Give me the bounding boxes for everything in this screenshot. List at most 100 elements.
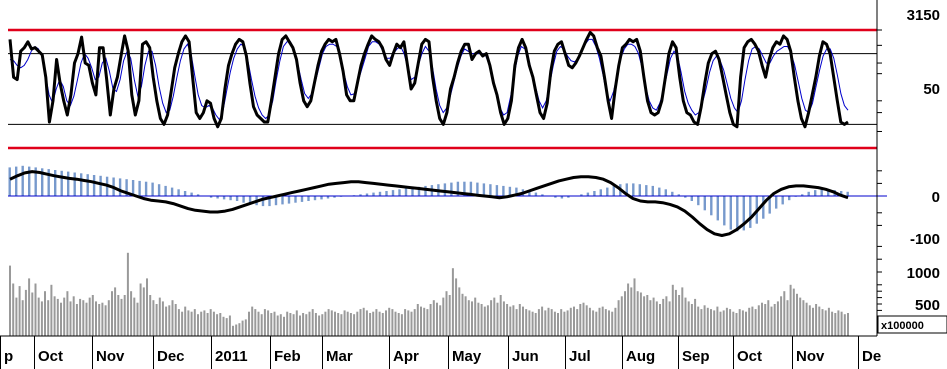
macd-histogram-bar	[294, 196, 297, 203]
macd-histogram-bar	[567, 196, 570, 198]
volume-bar	[404, 309, 407, 336]
macd-histogram-bar	[125, 179, 128, 196]
volume-bar	[273, 311, 276, 336]
macd-histogram-bar	[372, 192, 375, 196]
volume-bar	[671, 284, 674, 336]
volume-bar	[47, 300, 50, 336]
macd-histogram-bar	[554, 196, 557, 198]
volume-bar	[480, 304, 483, 336]
volume-bar	[515, 309, 518, 336]
volume-bar	[216, 314, 219, 336]
volume-bar	[321, 314, 324, 336]
stochastic-y-ticks: 3150 50	[877, 7, 940, 132]
volume-bar	[98, 304, 101, 336]
macd-histogram-bar	[697, 196, 700, 206]
volume-bar	[824, 310, 827, 336]
volume-bar	[190, 311, 193, 336]
volume-bar	[840, 311, 843, 336]
volume-bar	[267, 310, 270, 336]
volume-multiplier-label: x100000	[881, 320, 924, 332]
volume-bar	[146, 278, 148, 336]
volume-bar	[745, 311, 747, 336]
volume-bar	[232, 325, 234, 336]
stochastic-tick-label-0: 3150	[907, 7, 940, 24]
macd-histogram-bar	[450, 182, 453, 196]
macd-histogram-bar	[92, 175, 96, 196]
volume-bar	[305, 314, 308, 336]
macd-histogram-bar	[515, 187, 518, 196]
macd-histogram-bar	[216, 196, 219, 199]
x-axis-label-11: Aug	[626, 348, 655, 365]
volume-bar	[843, 314, 846, 336]
macd-histogram-bar	[118, 178, 122, 196]
macd-histogram-bar	[131, 180, 135, 196]
macd-histogram-bar	[807, 191, 810, 196]
volume-bar	[694, 298, 697, 336]
volume-bar	[560, 309, 563, 336]
volume-bar	[24, 289, 27, 336]
volume-bar	[582, 302, 585, 336]
volume-bar	[375, 309, 378, 336]
volume-bar	[834, 313, 837, 336]
macd-histogram-bar	[495, 185, 499, 196]
volume-bar	[12, 283, 15, 336]
macd-histogram-bar	[54, 170, 57, 196]
macd-y-ticks: 0 -100	[877, 170, 940, 248]
volume-bar	[295, 310, 298, 336]
macd-histogram-bar	[268, 196, 271, 207]
volume-bar	[123, 295, 126, 336]
macd-histogram-bar	[606, 187, 609, 196]
volume-bar	[757, 305, 760, 336]
volume-bar	[56, 298, 59, 336]
volume-bar	[537, 309, 540, 336]
volume-bar	[254, 309, 257, 336]
macd-histogram-bar	[729, 196, 732, 230]
macd-histogram-bar	[15, 166, 18, 196]
macd-histogram-bar	[749, 196, 752, 228]
volume-bar	[114, 287, 117, 336]
macd-histogram-bar	[651, 185, 654, 196]
volume-bar	[235, 324, 238, 336]
volume-bar	[748, 307, 751, 336]
volume-bar	[827, 307, 830, 336]
macd-histogram-bar	[638, 184, 641, 196]
volume-bar	[684, 297, 687, 336]
volume-bar	[687, 301, 690, 336]
volume-bar	[343, 310, 346, 336]
volume-bar	[588, 307, 591, 336]
volume-bar	[550, 309, 553, 336]
macd-histogram-bar	[157, 184, 161, 196]
volume-bar	[611, 311, 614, 336]
macd-histogram-bar	[463, 181, 466, 196]
volume-bar	[471, 301, 473, 336]
macd-histogram-bar	[723, 196, 726, 226]
volume-bar	[28, 278, 31, 336]
volume-bar	[133, 297, 136, 336]
volume-bars	[9, 252, 849, 336]
volume-bar	[270, 313, 273, 336]
volume-bar	[799, 297, 802, 336]
volume-bar	[95, 301, 97, 336]
volume-bar	[678, 295, 681, 336]
macd-histogram-bar	[398, 189, 401, 196]
volume-bar	[327, 309, 330, 336]
macd-histogram-bar	[801, 194, 804, 196]
volume-bar	[710, 309, 712, 336]
volume-bar	[372, 311, 375, 336]
volume-bar	[754, 309, 757, 336]
volume-bar	[75, 304, 78, 336]
volume-bar	[805, 302, 808, 336]
macd-histogram-bar	[599, 189, 602, 196]
volume-bar	[248, 311, 250, 336]
macd-histogram-bar	[242, 196, 245, 203]
macd-histogram-bar	[775, 196, 778, 209]
volume-bar	[735, 313, 738, 336]
volume-bar	[279, 314, 282, 336]
macd-histogram-bar	[690, 196, 693, 201]
volume-bar	[241, 320, 244, 336]
volume-bar	[490, 300, 493, 336]
volume-bar	[286, 311, 289, 336]
volume-bar	[518, 304, 521, 336]
volume-bar	[120, 298, 123, 336]
